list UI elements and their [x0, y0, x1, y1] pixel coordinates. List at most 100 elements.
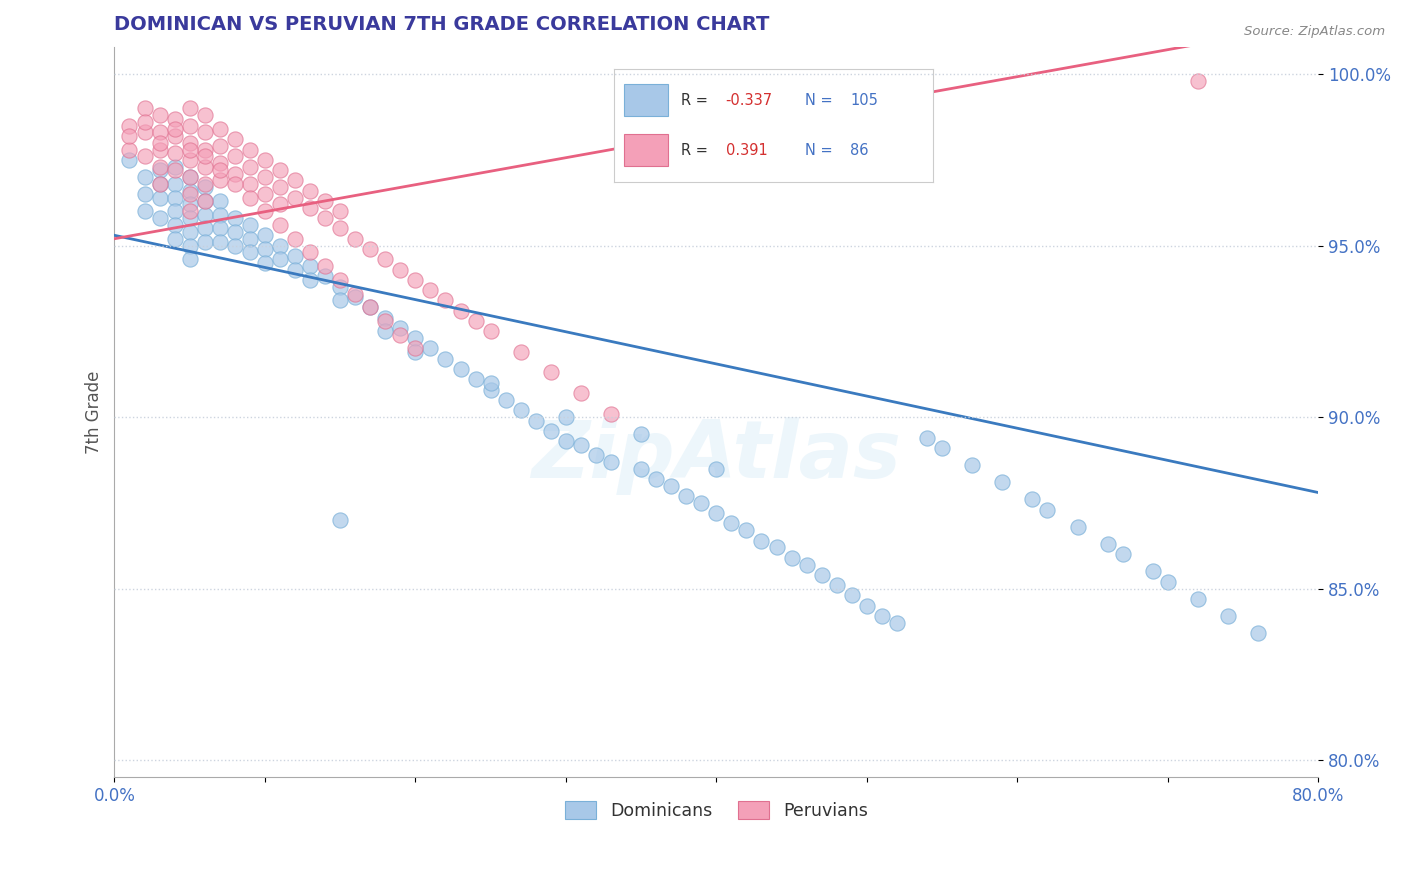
Point	[419, 342, 441, 356]
Point	[118, 143, 141, 157]
Point	[314, 259, 336, 273]
Point	[404, 331, 426, 345]
Point	[253, 204, 276, 219]
Point	[194, 180, 217, 194]
Point	[329, 293, 352, 308]
Point	[163, 160, 186, 174]
Point	[284, 173, 307, 187]
Point	[269, 238, 291, 252]
Point	[509, 403, 531, 417]
Point	[389, 262, 412, 277]
Point	[314, 211, 336, 226]
Point	[374, 252, 396, 267]
Point	[329, 513, 352, 527]
Point	[690, 496, 713, 510]
Point	[269, 180, 291, 194]
Point	[194, 143, 217, 157]
Point	[450, 303, 472, 318]
Point	[163, 146, 186, 161]
Point	[208, 156, 231, 170]
Point	[810, 567, 832, 582]
Point	[479, 324, 502, 338]
Point	[134, 102, 156, 116]
Point	[841, 589, 863, 603]
Point	[780, 550, 803, 565]
Point	[253, 169, 276, 184]
Point	[179, 169, 201, 184]
Point	[269, 252, 291, 267]
Point	[194, 108, 217, 122]
Point	[253, 242, 276, 256]
Point	[915, 431, 938, 445]
Point	[540, 366, 562, 380]
Point	[148, 160, 170, 174]
Point	[134, 125, 156, 139]
Point	[314, 194, 336, 208]
Point	[495, 392, 517, 407]
Point	[1142, 565, 1164, 579]
Point	[314, 269, 336, 284]
Point	[269, 218, 291, 232]
Point	[796, 558, 818, 572]
Point	[374, 324, 396, 338]
Point	[569, 386, 592, 401]
Point	[1111, 547, 1133, 561]
Point	[1066, 520, 1088, 534]
Point	[374, 314, 396, 328]
Point	[1187, 591, 1209, 606]
Point	[751, 533, 773, 548]
Point	[118, 153, 141, 167]
Point	[284, 249, 307, 263]
Point	[179, 252, 201, 267]
Point	[720, 516, 742, 531]
Point	[148, 136, 170, 150]
Text: ZipAtlas: ZipAtlas	[531, 417, 901, 495]
Point	[179, 225, 201, 239]
Point	[284, 190, 307, 204]
Point	[931, 441, 953, 455]
Point	[179, 119, 201, 133]
Point	[224, 167, 246, 181]
Point	[344, 290, 367, 304]
Point	[239, 177, 262, 191]
Point	[194, 221, 217, 235]
Point	[554, 434, 576, 448]
Point	[299, 184, 322, 198]
Point	[194, 125, 217, 139]
Point	[991, 475, 1014, 490]
Point	[645, 472, 668, 486]
Point	[163, 163, 186, 178]
Point	[344, 286, 367, 301]
Point	[253, 187, 276, 202]
Point	[239, 232, 262, 246]
Point	[208, 208, 231, 222]
Point	[329, 279, 352, 293]
Point	[600, 407, 623, 421]
Point	[450, 362, 472, 376]
Point	[148, 211, 170, 226]
Point	[404, 273, 426, 287]
Point	[253, 256, 276, 270]
Point	[224, 211, 246, 226]
Point	[585, 448, 607, 462]
Point	[479, 383, 502, 397]
Point	[179, 102, 201, 116]
Point	[134, 204, 156, 219]
Point	[179, 187, 201, 202]
Point	[540, 424, 562, 438]
Point	[374, 310, 396, 325]
Point	[163, 128, 186, 143]
Point	[1247, 626, 1270, 640]
Point	[163, 232, 186, 246]
Point	[1036, 502, 1059, 516]
Point	[659, 478, 682, 492]
Point	[329, 273, 352, 287]
Point	[179, 211, 201, 226]
Point	[239, 245, 262, 260]
Point	[299, 259, 322, 273]
Point	[163, 218, 186, 232]
Point	[960, 458, 983, 472]
Point	[329, 204, 352, 219]
Point	[148, 177, 170, 191]
Point	[239, 160, 262, 174]
